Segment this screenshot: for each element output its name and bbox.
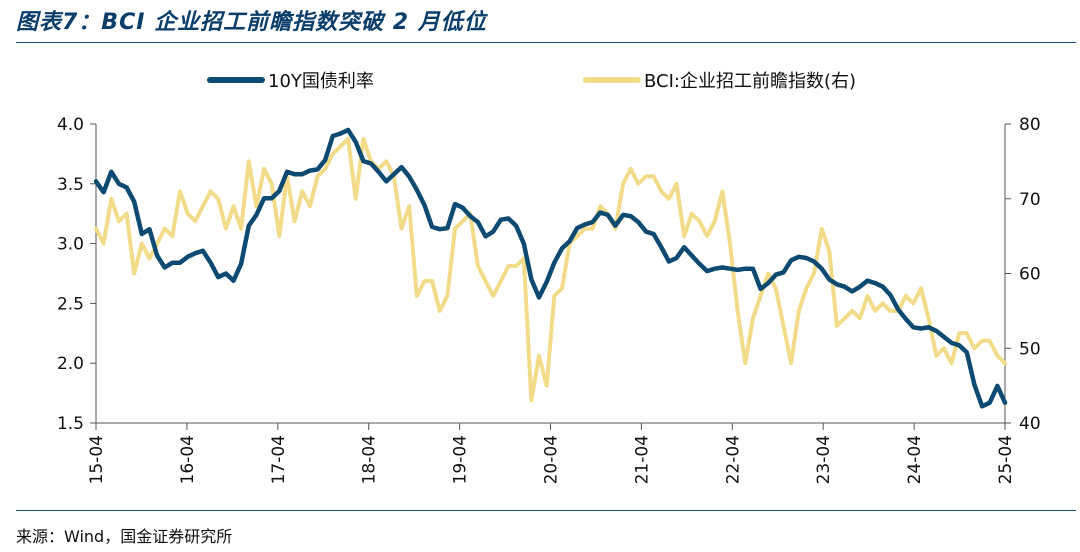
source-note: 来源：Wind，国金证券研究所 [16,527,233,546]
series-line-bci [94,136,1007,403]
right-tick-label: 80 [1019,115,1041,135]
x-tick-label: 18-04 [360,435,380,484]
line-chart: 10Y国债利率 BCI:企业招工前瞻指数(右) 1.5 2.0 2.5 3.0 3.5 4… [57,71,1041,484]
right-tick-label: 70 [1019,190,1041,210]
left-tick-label: 3.0 [57,235,84,255]
source-rule [16,510,1076,511]
axes: 1.5 2.0 2.5 3.0 3.5 4.0 40 50 60 70 80 15-04 16-04 17… [57,115,1041,484]
legend-label-10y: 10Y国债利率 [268,71,374,92]
right-tick-label: 50 [1019,339,1041,359]
legend: 10Y国债利率 BCI:企业招工前瞻指数(右) [207,71,856,92]
x-tick-label: 15-04 [87,435,107,484]
x-tick-label: 22-04 [723,435,743,484]
x-tick-label: 17-04 [269,435,289,484]
x-tick-label: 23-04 [814,435,834,484]
left-tick-label: 2.0 [57,354,84,374]
title-rule [16,42,1076,43]
left-tick-label: 2.5 [57,294,84,314]
left-tick-label: 1.5 [57,414,84,434]
x-tick-label: 20-04 [542,435,562,484]
right-tick-label: 40 [1019,414,1041,434]
chart-title: 图表7：BCI 企业招工前瞻指数突破 2 月低位 [16,10,487,35]
x-tick-label: 16-04 [178,435,198,484]
x-tick-label: 21-04 [632,435,652,484]
left-tick-label: 3.5 [57,175,84,195]
x-tick-label: 19-04 [451,435,471,484]
right-tick-label: 60 [1019,265,1041,285]
x-tick-label: 25-04 [996,435,1016,484]
x-tick-label: 24-04 [905,435,925,484]
legend-label-bci: BCI:企业招工前瞻指数(右) [644,71,856,92]
series-lines [93,127,1008,409]
left-tick-label: 4.0 [57,115,84,135]
series-line-10y [93,127,1008,409]
